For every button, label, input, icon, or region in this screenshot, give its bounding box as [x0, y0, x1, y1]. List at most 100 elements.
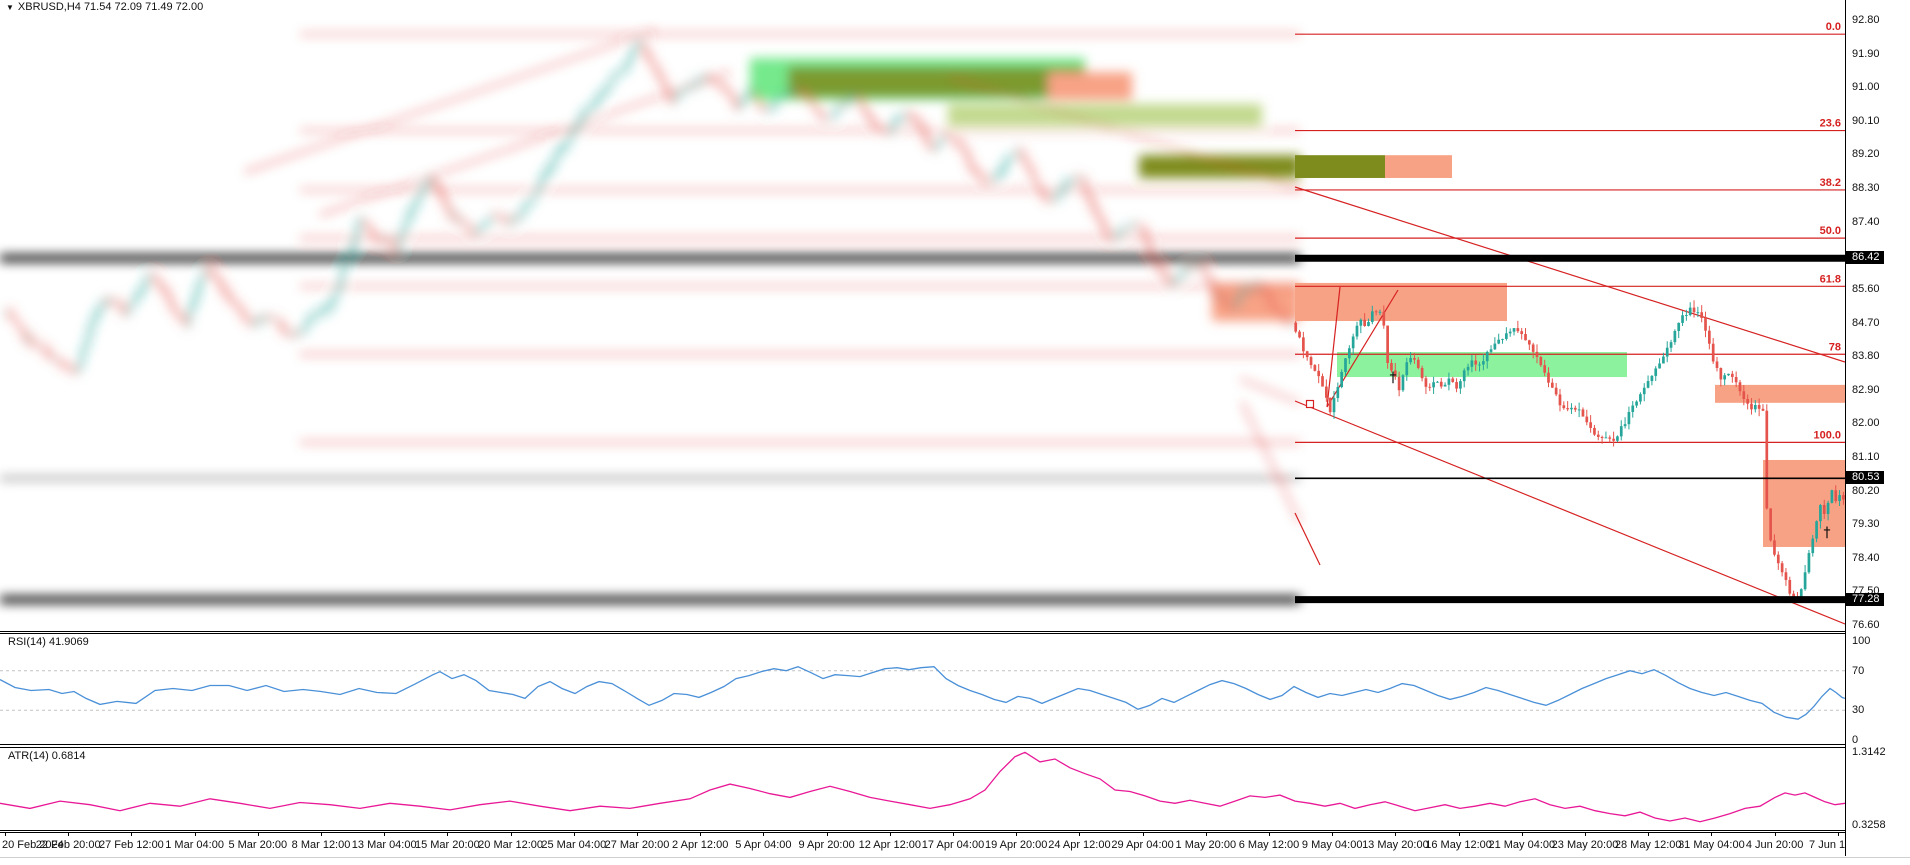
- candle: [1570, 407, 1573, 410]
- candle: [666, 86, 669, 96]
- candle: [107, 298, 110, 302]
- candle: [1474, 360, 1478, 365]
- candle: [1466, 366, 1470, 371]
- candle: [1336, 387, 1340, 399]
- trendline[interactable]: [1294, 400, 1845, 625]
- supply-demand-zone[interactable]: [1337, 352, 1627, 378]
- supply-demand-zone[interactable]: [1385, 155, 1452, 178]
- candle: [961, 143, 964, 149]
- rsi-axis-label: 0: [1852, 734, 1859, 746]
- candle: [1730, 373, 1734, 377]
- candle: [118, 304, 122, 306]
- candle: [731, 94, 735, 101]
- candle: [1026, 161, 1029, 167]
- candle: [1386, 325, 1389, 363]
- candle: [1294, 322, 1298, 332]
- candle: [340, 268, 344, 286]
- candle: [1106, 231, 1110, 239]
- candle: [968, 158, 972, 167]
- candle: [1604, 437, 1608, 439]
- atr-canvas[interactable]: [0, 748, 1845, 830]
- candle: [700, 79, 704, 81]
- candle: [1290, 322, 1294, 324]
- candle: [176, 310, 179, 316]
- candle: [911, 115, 915, 122]
- candle: [1527, 340, 1531, 345]
- trendline[interactable]: [1239, 378, 1301, 404]
- candle: [589, 105, 593, 110]
- time-tick: [1142, 833, 1144, 836]
- candle: [1309, 357, 1313, 366]
- trendline[interactable]: [1294, 512, 1321, 566]
- candle: [206, 269, 210, 271]
- candle: [1229, 302, 1232, 306]
- supply-demand-zone[interactable]: [1763, 459, 1845, 547]
- fib-level-label: 61.8: [1820, 273, 1841, 285]
- candle: [1681, 315, 1684, 323]
- window-bottom-edge: [0, 857, 1910, 858]
- time-axis[interactable]: 20 Feb 2024 22 Feb 20:00 27 Feb 12:00 1 Mar…: [0, 832, 1867, 856]
- time-axis-label: 15 Mar 20:00: [414, 839, 480, 851]
- candle: [1776, 554, 1780, 564]
- candle: [1118, 231, 1121, 235]
- candle: [1650, 375, 1654, 382]
- supply-demand-zone[interactable]: [1295, 282, 1507, 322]
- candle: [838, 104, 842, 109]
- candle: [945, 135, 949, 139]
- candle: [1033, 176, 1037, 184]
- supply-demand-zone[interactable]: [948, 104, 1262, 127]
- candle: [555, 150, 558, 161]
- candle: [110, 300, 114, 302]
- supply-demand-zone[interactable]: [788, 66, 1085, 98]
- candle: [639, 42, 643, 46]
- chart-dropdown-icon[interactable]: ▼: [6, 3, 14, 12]
- fib-level-label: 78: [1829, 341, 1841, 353]
- trendline[interactable]: [1326, 286, 1341, 408]
- candle: [1183, 267, 1186, 276]
- trendline[interactable]: [244, 29, 656, 173]
- supply-demand-zone[interactable]: [1139, 155, 1300, 178]
- supply-demand-zone[interactable]: [1048, 72, 1132, 100]
- price-badge: 86.42: [1846, 251, 1884, 265]
- candle: [1409, 357, 1412, 363]
- time-axis-label: 4 Jun 20:00: [1745, 839, 1804, 851]
- supply-demand-zone[interactable]: [1212, 282, 1300, 322]
- time-tick: [447, 833, 449, 836]
- candle: [807, 94, 811, 102]
- trendline[interactable]: [1241, 401, 1301, 524]
- candle: [493, 216, 497, 218]
- candle: [1175, 276, 1179, 280]
- candle: [260, 317, 263, 321]
- candle: [647, 54, 650, 61]
- candle: [421, 186, 424, 197]
- time-tick: [1016, 833, 1018, 836]
- chart-title[interactable]: ▼ XBRUSD,H4 71.54 72.09 71.49 72.00: [6, 1, 203, 13]
- candle: [1087, 192, 1091, 200]
- supply-demand-zone[interactable]: [1295, 155, 1385, 178]
- atr-pane[interactable]: [0, 747, 1845, 831]
- candle-marker-icon[interactable]: †: [1390, 370, 1397, 386]
- candle: [781, 94, 784, 97]
- trendline[interactable]: [949, 76, 1301, 189]
- candle: [1750, 403, 1753, 410]
- rsi-canvas[interactable]: [0, 634, 1845, 744]
- chart-title-text: XBRUSD,H4 71.54 72.09 71.49 72.00: [17, 1, 204, 13]
- trendline[interactable]: [319, 71, 731, 216]
- candle: [750, 92, 754, 94]
- candle: [1160, 269, 1164, 272]
- supply-demand-zone[interactable]: [1715, 384, 1845, 403]
- candle: [1129, 224, 1133, 230]
- candle: [1631, 405, 1635, 412]
- candle: [876, 125, 880, 127]
- candle: [1122, 229, 1125, 232]
- rsi-pane[interactable]: [0, 633, 1845, 745]
- candle: [777, 96, 781, 101]
- main-chart-canvas[interactable]: 0.0 23.6 38.2 50.0 61.8 78 100.0 † †: [0, 0, 1845, 631]
- candle: [919, 121, 922, 129]
- price-axis[interactable]: 92.80 91.90 91.00 90.10 89.20 88.30 87.40 85.60…: [1845, 0, 1910, 856]
- trendline-handle[interactable]: [1305, 399, 1315, 409]
- main-chart-pane[interactable]: 0.0 23.6 38.2 50.0 61.8 78 100.0 † †: [0, 0, 1845, 631]
- candle: [1608, 437, 1612, 439]
- candle-marker-icon[interactable]: †: [1824, 525, 1831, 541]
- trendline[interactable]: [1294, 186, 1845, 363]
